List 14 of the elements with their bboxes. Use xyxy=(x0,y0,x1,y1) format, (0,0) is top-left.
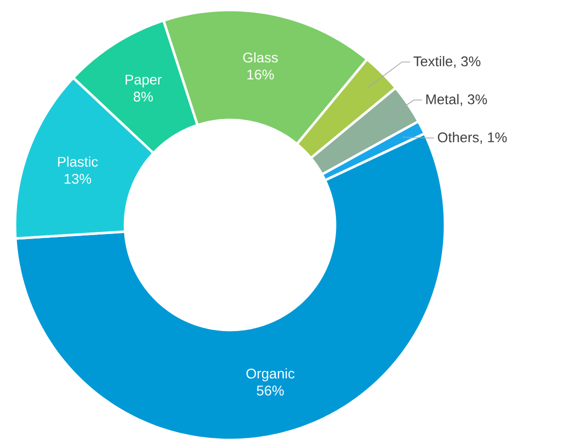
slice-label: Others xyxy=(438,132,479,142)
slice-label: Metal xyxy=(426,94,458,104)
data-label: 8% xyxy=(134,92,153,102)
data-label: , 3% xyxy=(460,94,487,106)
slice-label: Textile xyxy=(414,56,452,66)
data-label: , 1% xyxy=(480,132,507,144)
slice-label: Paper xyxy=(126,74,162,88)
data-label: 16% xyxy=(247,70,274,80)
data-label: 56% xyxy=(256,386,284,396)
data-label: , 3% xyxy=(454,56,480,68)
slice-label: Glass xyxy=(243,52,278,63)
data-label: 13% xyxy=(64,174,92,184)
slice-label: Plastic xyxy=(58,156,98,167)
slice-label: Organic xyxy=(246,368,294,382)
